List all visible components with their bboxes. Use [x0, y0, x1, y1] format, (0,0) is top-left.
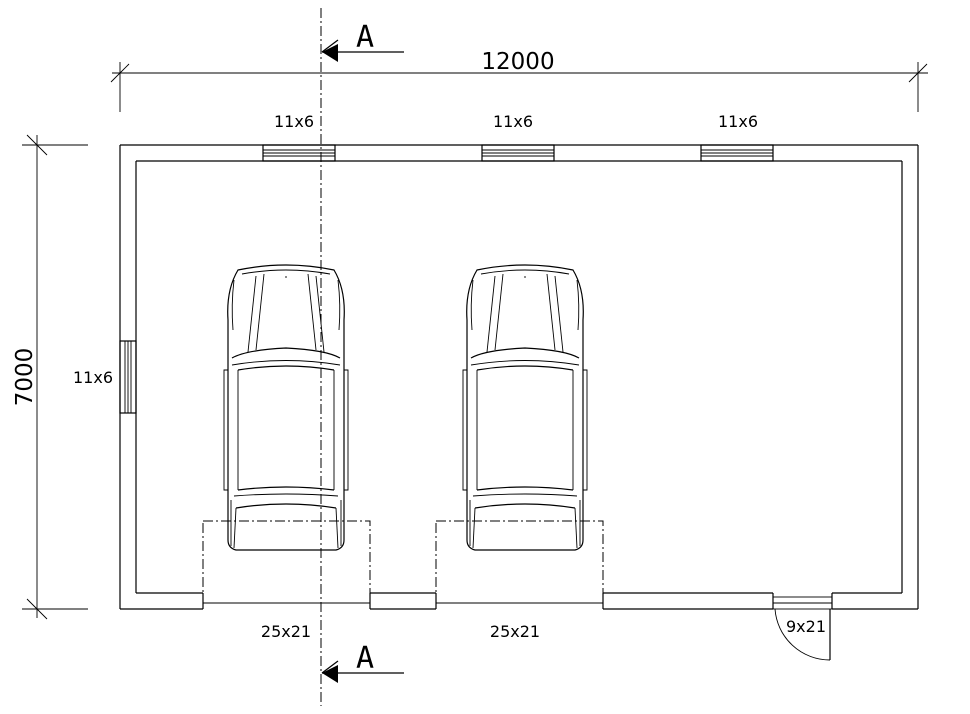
window-top-3-label: 11x6 — [718, 112, 758, 131]
window-left — [119, 340, 137, 414]
window-top-3 — [700, 144, 774, 162]
window-left-label: 11x6 — [73, 368, 113, 387]
dimension-length: 12000 — [110, 49, 928, 112]
car-1 — [223, 264, 349, 551]
garage-door-1-label: 25x21 — [261, 622, 311, 641]
dimension-width: 7000 — [12, 134, 88, 620]
car-2 — [462, 264, 588, 551]
window-top-1 — [262, 144, 336, 162]
window-top-2-label: 11x6 — [493, 112, 533, 131]
garage-door-2-label: 25x21 — [490, 622, 540, 641]
garage-door-1 — [202, 520, 371, 604]
section-label-top: A — [356, 20, 374, 55]
window-top-2 — [481, 144, 555, 162]
window-top-1-label: 11x6 — [274, 112, 314, 131]
section-marker-top: A — [321, 20, 404, 62]
entry-door — [772, 596, 833, 661]
section-label-bottom: A — [356, 641, 374, 676]
dimension-length-label: 12000 — [481, 49, 554, 75]
dimension-width-label: 7000 — [12, 348, 38, 407]
walls — [119, 144, 919, 610]
section-marker-bottom: A — [321, 641, 404, 683]
entry-door-label: 9x21 — [786, 617, 826, 636]
garage-door-2 — [435, 520, 604, 604]
